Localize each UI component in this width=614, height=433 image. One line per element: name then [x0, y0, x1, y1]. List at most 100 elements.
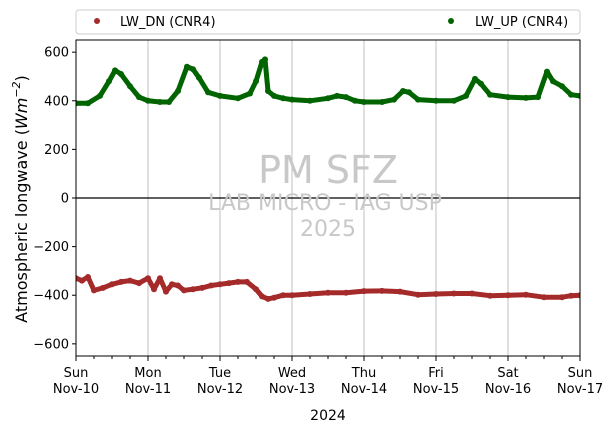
data-point	[325, 95, 331, 102]
data-point	[307, 291, 313, 297]
data-point	[379, 287, 385, 294]
data-point	[127, 83, 133, 90]
x-tick-date-label: Nov-15	[413, 382, 459, 397]
data-point	[433, 97, 439, 104]
y-axis-ticks: −600 −400 −200 0 200 400 600	[33, 46, 76, 352]
data-point	[175, 88, 181, 94]
data-point	[265, 88, 271, 94]
data-point	[226, 280, 232, 287]
data-point	[100, 284, 106, 291]
data-point	[136, 280, 142, 287]
watermark: PM SFZ LAB MICRO - IAG USP 2025	[208, 148, 442, 242]
y-tick-label: −200	[33, 240, 69, 255]
series-lw-dn	[76, 274, 580, 302]
data-point	[253, 78, 259, 85]
data-point	[253, 286, 259, 293]
legend-label-lw-dn: LW_DN (CNR4)	[120, 15, 216, 30]
data-point	[289, 96, 295, 103]
data-point	[463, 92, 469, 99]
x-axis-ticks: SunNov-10MonNov-11TueNov-12WedNov-13ThuN…	[53, 356, 603, 397]
data-point	[325, 289, 331, 296]
x-tick-day-label: Thu	[351, 366, 376, 381]
data-point	[181, 287, 187, 294]
data-point	[97, 92, 103, 99]
data-point	[280, 95, 286, 102]
legend-box	[75, 9, 581, 35]
data-point	[343, 289, 349, 296]
x-axis-title: 2024	[310, 408, 346, 424]
x-tick-day-label: Wed	[278, 366, 306, 381]
data-point	[145, 275, 151, 282]
data-point	[157, 99, 163, 105]
data-point	[199, 284, 205, 291]
watermark-lab: LAB MICRO - IAG USP	[208, 191, 442, 216]
data-point	[190, 286, 196, 293]
data-point	[397, 288, 403, 295]
data-point	[544, 68, 550, 75]
data-point	[175, 282, 181, 289]
x-tick-day-label: Sun	[64, 366, 89, 381]
data-point	[568, 91, 574, 98]
data-point	[85, 274, 91, 280]
data-point	[334, 92, 340, 99]
data-point	[118, 278, 124, 285]
legend-label-lw-up: LW_UP (CNR4)	[475, 15, 568, 30]
y-axis-title-close: )	[12, 75, 31, 81]
data-point	[166, 99, 172, 105]
data-point	[559, 294, 565, 301]
legend: LW_DN (CNR4) LW_UP (CNR4)	[75, 9, 581, 35]
watermark-title: PM SFZ	[258, 148, 398, 192]
data-point	[361, 99, 367, 105]
data-point	[271, 294, 277, 301]
data-point	[190, 66, 196, 73]
y-tick-label: 0	[61, 192, 69, 207]
data-point	[91, 287, 97, 294]
watermark-year: 2025	[300, 217, 356, 242]
x-tick-date-label: Nov-16	[485, 382, 531, 397]
x-tick-day-label: Sun	[568, 366, 593, 381]
x-tick-day-label: Tue	[208, 366, 231, 381]
data-point	[469, 290, 475, 297]
data-point	[244, 278, 250, 285]
y-tick-label: 600	[44, 46, 69, 61]
data-point	[76, 100, 79, 107]
x-tick-day-label: Mon	[134, 366, 161, 381]
data-point	[259, 293, 265, 300]
data-point	[415, 291, 421, 298]
y-axis-title-exponent: −2	[10, 81, 23, 97]
data-point	[505, 94, 511, 101]
legend-marker-lw-up	[448, 18, 454, 24]
data-point	[247, 90, 253, 97]
data-point	[577, 92, 580, 99]
legend-marker-lw-dn	[94, 18, 100, 24]
data-point	[262, 56, 268, 63]
data-point	[568, 292, 574, 299]
data-point	[415, 96, 421, 103]
data-point	[76, 275, 79, 282]
y-axis-title: Atmospheric longwave (Wm−2)	[10, 75, 31, 323]
data-point	[163, 288, 169, 295]
data-point	[307, 97, 313, 104]
data-point	[109, 281, 115, 288]
data-point	[400, 88, 406, 94]
data-point	[112, 67, 118, 74]
y-tick-label: −600	[33, 337, 69, 352]
y-axis-title-unit: Wm	[12, 98, 31, 129]
x-tick-date-label: Nov-12	[197, 382, 243, 397]
data-point	[535, 94, 541, 101]
data-point	[157, 275, 163, 282]
data-point	[541, 294, 547, 301]
data-point	[106, 78, 112, 85]
data-point	[289, 292, 295, 299]
data-point	[487, 292, 493, 299]
data-point	[184, 63, 190, 70]
data-point	[478, 80, 484, 87]
data-point	[406, 89, 412, 96]
data-point	[85, 100, 91, 107]
data-point	[205, 89, 211, 96]
x-tick-day-label: Sat	[497, 366, 518, 381]
x-tick-date-label: Nov-11	[125, 382, 171, 397]
y-tick-label: 200	[44, 143, 69, 158]
x-tick-date-label: Nov-17	[557, 382, 603, 397]
